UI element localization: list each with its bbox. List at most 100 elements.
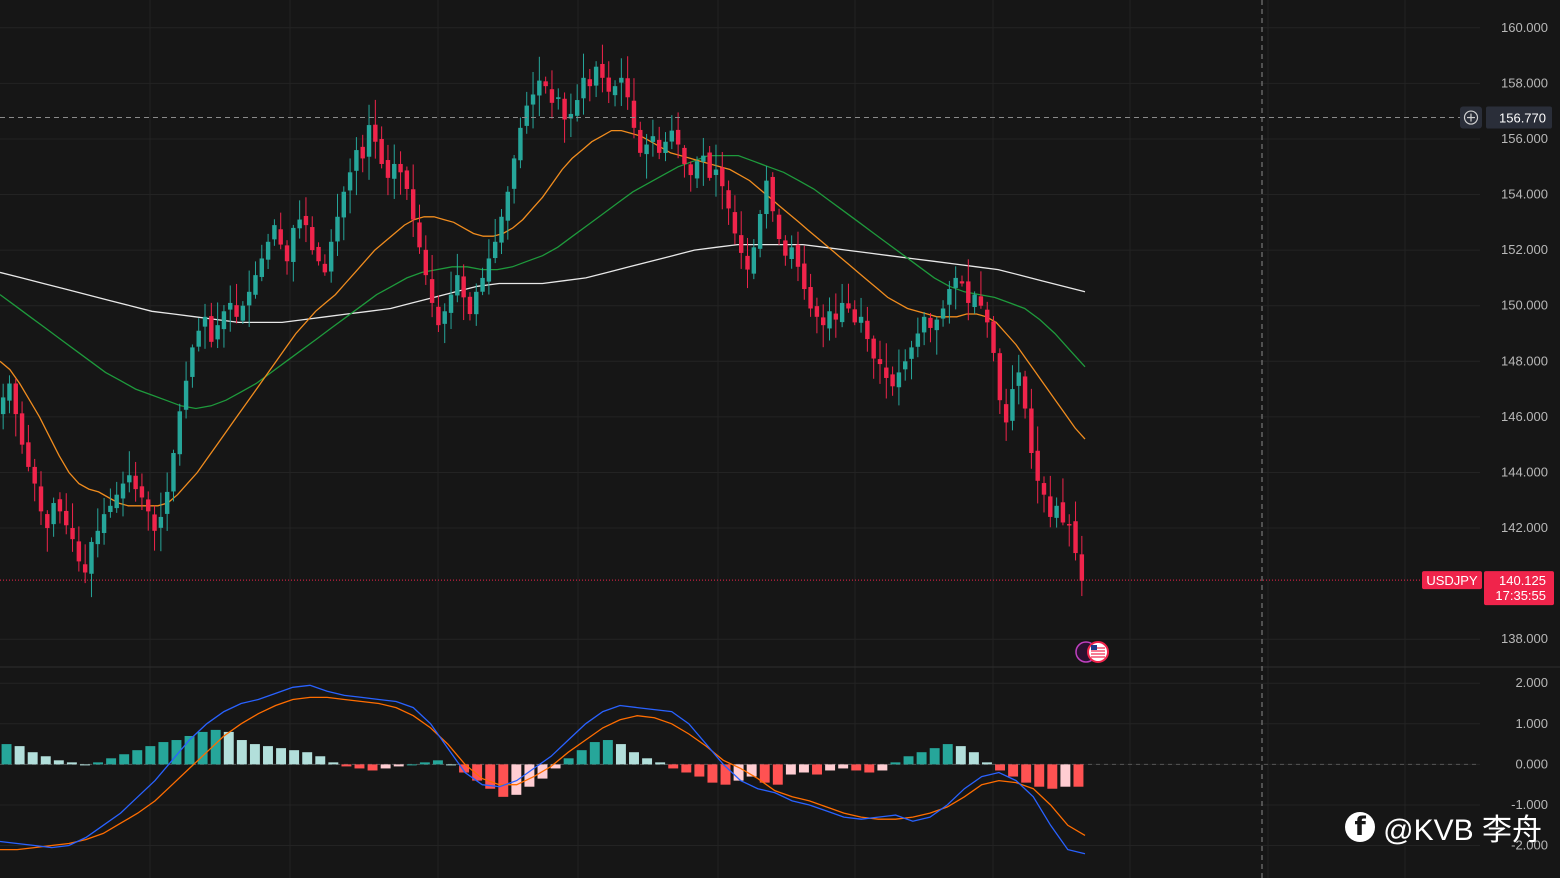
macd-histogram-bar xyxy=(668,764,679,769)
candle-body xyxy=(581,77,586,99)
add-alert-icon-circle xyxy=(1463,110,1479,125)
candle-body xyxy=(114,494,119,509)
candle-body xyxy=(379,138,384,164)
macd-histogram-bar xyxy=(80,764,90,766)
candle-body xyxy=(839,302,845,323)
macd-histogram-bar xyxy=(812,764,822,775)
candle-body xyxy=(385,160,391,178)
candle-body xyxy=(240,305,246,321)
candle-body xyxy=(524,105,529,126)
candle-body xyxy=(26,442,31,467)
candle-body xyxy=(808,287,813,309)
candle-body xyxy=(1029,408,1034,454)
macd-line xyxy=(0,684,1086,855)
moving-averages xyxy=(0,129,1086,507)
ma-mid-line xyxy=(0,154,1086,410)
macd-histogram-bar xyxy=(1073,764,1084,787)
price-tick-label: 148.000 xyxy=(1501,353,1548,368)
candle-body xyxy=(896,372,902,388)
candle-body xyxy=(865,320,870,340)
candle-body xyxy=(694,161,700,179)
candle-body xyxy=(985,309,990,323)
candle-body xyxy=(57,499,63,512)
candle-body xyxy=(480,277,485,292)
candle-body xyxy=(328,241,334,272)
candle-body xyxy=(253,275,258,295)
macd-histogram-bar xyxy=(733,764,744,781)
candle-body xyxy=(619,77,624,83)
candle-body xyxy=(13,383,18,415)
candle-body xyxy=(638,129,643,153)
candle-body xyxy=(486,258,492,282)
macd-histogram-bar xyxy=(53,760,64,765)
candle-body xyxy=(562,98,567,120)
candle-body xyxy=(120,483,126,499)
candle-body xyxy=(1067,524,1072,526)
macd-histogram-bar xyxy=(602,740,613,765)
candle-body xyxy=(32,466,37,484)
candle-body xyxy=(612,86,618,96)
candle-body xyxy=(423,249,429,276)
candle-body xyxy=(398,163,403,173)
candle-body xyxy=(228,302,233,310)
us-flag-canton xyxy=(1091,645,1097,650)
candle-body xyxy=(940,308,946,319)
macd-histogram-bar xyxy=(890,762,901,765)
macd-histogram-bar xyxy=(223,731,234,765)
candle-body xyxy=(474,291,479,315)
watermark: f @KVB 李舟 xyxy=(1345,805,1542,849)
macd-histogram-bar xyxy=(393,764,404,767)
candle-body xyxy=(505,191,511,221)
candle-body xyxy=(108,505,113,512)
macd-histogram-bar xyxy=(1034,764,1045,787)
candle-body xyxy=(221,311,227,330)
candle-body xyxy=(467,296,473,315)
macd-histogram-bar xyxy=(955,746,966,765)
candle-body xyxy=(726,190,731,209)
macd-histogram-bar xyxy=(1008,764,1019,777)
macd-histogram-bar xyxy=(563,758,574,765)
candle-body xyxy=(392,163,397,179)
candle-body xyxy=(997,353,1003,401)
macd-histogram-bar xyxy=(184,735,195,765)
candle-body xyxy=(202,316,208,327)
candle-body xyxy=(732,212,738,234)
macd-histogram-bar xyxy=(942,744,953,765)
candle-body xyxy=(827,311,832,329)
macd-histogram-bar xyxy=(236,740,247,765)
candle-body xyxy=(1060,502,1066,523)
macd-histogram-bar xyxy=(367,764,378,771)
macd-histogram-bar xyxy=(14,746,25,765)
candle-body xyxy=(303,215,309,226)
candle-body xyxy=(1016,372,1021,386)
macd-histogram-bar xyxy=(916,752,927,765)
candle-body xyxy=(347,172,353,191)
macd-histogram-bar xyxy=(485,764,496,789)
macd-histogram-bar xyxy=(315,756,326,765)
macd-histogram-bar xyxy=(40,756,51,765)
candle-body xyxy=(852,309,857,323)
candle-body xyxy=(1035,450,1040,481)
candle-body xyxy=(890,374,895,387)
candle-body xyxy=(1003,404,1009,423)
candle-body xyxy=(0,397,6,415)
candle-body xyxy=(455,275,460,296)
macd-histogram-bar xyxy=(302,752,313,765)
candle-body xyxy=(928,317,933,328)
candle-body xyxy=(7,383,12,401)
candle-body xyxy=(915,333,921,347)
candle-body xyxy=(410,189,416,220)
macd-tick-label: -1.000 xyxy=(1511,797,1548,812)
macd-tick-label: 2.000 xyxy=(1515,675,1548,690)
candle-body xyxy=(164,491,170,514)
macd-histogram-bar xyxy=(550,764,561,769)
candle-body xyxy=(152,514,157,531)
candle-body xyxy=(644,144,649,155)
candle-body xyxy=(139,486,145,498)
candle-body xyxy=(903,361,908,370)
macd-panel xyxy=(0,684,1086,855)
macd-histogram-bar xyxy=(171,740,182,765)
